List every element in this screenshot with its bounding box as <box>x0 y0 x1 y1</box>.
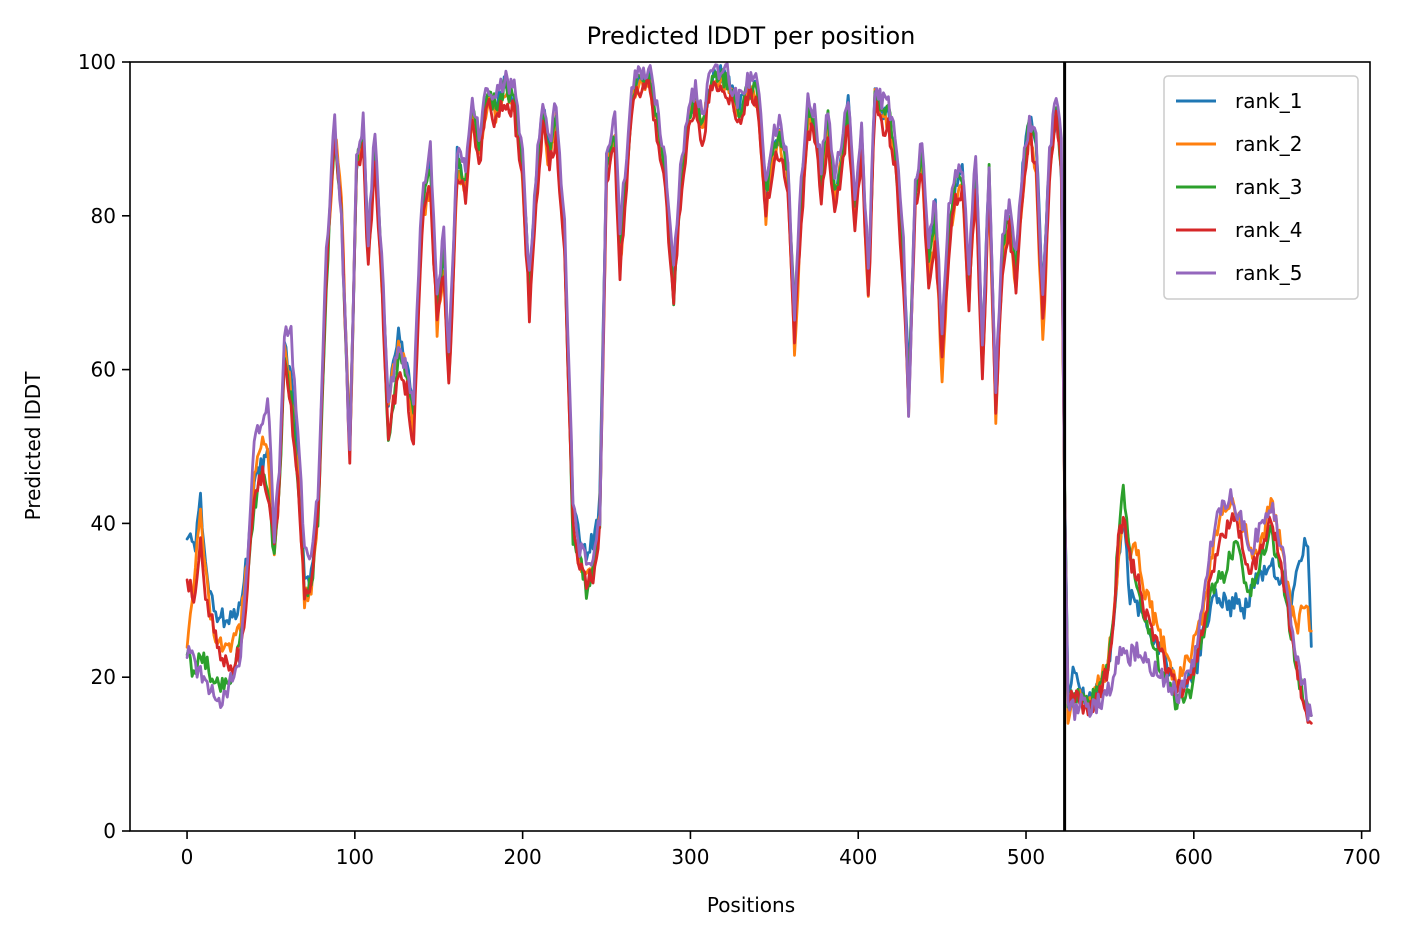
legend-label: rank_4 <box>1235 218 1302 242</box>
x-tick-label: 100 <box>336 845 374 869</box>
x-axis-ticks: 0 100 200 300 400 500 600 700 <box>181 831 1381 869</box>
legend: rank_1 rank_2 rank_3 rank_4 rank_5 <box>1163 75 1359 300</box>
series-layer <box>185 62 1313 725</box>
x-tick-label: 300 <box>671 845 709 869</box>
legend-box <box>1163 75 1359 300</box>
y-tick-label: 60 <box>91 358 116 382</box>
x-tick-label: 700 <box>1343 845 1381 869</box>
legend-items: rank_1 rank_2 rank_3 rank_4 rank_5 <box>1176 89 1302 285</box>
x-axis-title: Positions <box>707 893 795 917</box>
plot-frame <box>129 61 1371 832</box>
legend-label: rank_3 <box>1235 175 1302 199</box>
x-tick-label: 0 <box>181 845 194 869</box>
x-tick-label: 200 <box>504 845 542 869</box>
y-tick-label: 20 <box>91 665 116 689</box>
y-tick-label: 80 <box>91 204 116 228</box>
legend-label: rank_5 <box>1235 261 1302 285</box>
chart-title: Predicted lDDT per position <box>587 22 916 50</box>
y-tick-label: 40 <box>91 511 116 535</box>
y-axis-ticks: 0 20 40 60 80 100 <box>78 50 130 843</box>
y-axis-title: Predicted lDDT <box>21 371 45 521</box>
series-line-rank-5 <box>185 62 1313 722</box>
x-tick-label: 500 <box>1007 845 1045 869</box>
legend-label: rank_2 <box>1235 132 1302 156</box>
x-tick-label: 400 <box>839 845 877 869</box>
y-tick-label: 100 <box>78 50 116 74</box>
legend-label: rank_1 <box>1235 89 1302 113</box>
x-tick-label: 600 <box>1175 845 1213 869</box>
y-tick-label: 0 <box>103 819 116 843</box>
